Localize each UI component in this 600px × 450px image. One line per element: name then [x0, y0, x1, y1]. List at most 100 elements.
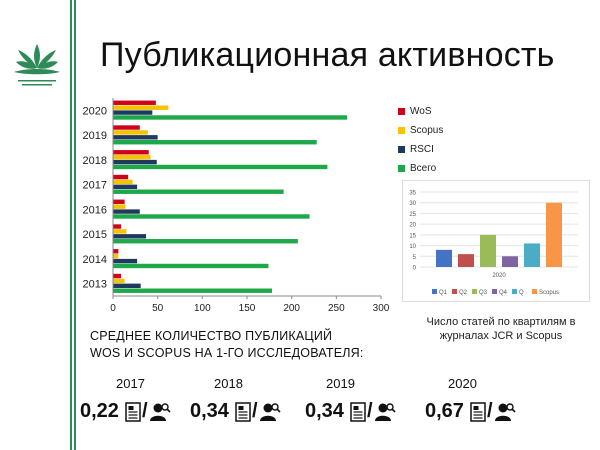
bar-2013-rsci [113, 283, 141, 289]
bar-2015-всего [113, 239, 298, 244]
sidebar-line [70, 0, 72, 450]
y-tick-label: 35 [409, 191, 416, 197]
metric-2017: 0,22 / [80, 400, 171, 423]
x-tick-label: 250 [328, 303, 345, 314]
y-tick-label: 25 [409, 212, 416, 218]
researcher-icon [494, 402, 516, 421]
legend-label: Q2 [459, 290, 468, 296]
category-label: 2019 [83, 130, 107, 142]
metric-value: 0,34 [190, 400, 229, 422]
quartile-bar-chart: 0 5 10 15 20 25 30 35 2020 Q1 Q2 Q3 Q4 Q Scopus [402, 180, 590, 302]
legend-item-scopus: Scopus [398, 121, 443, 140]
legend-swatch [472, 289, 477, 294]
legend-item-wos: WoS [398, 102, 443, 121]
bar-2018-wos [113, 150, 149, 155]
bar-2016-всего [113, 214, 310, 219]
bar-q3 [480, 234, 496, 267]
bar-2014-всего [113, 263, 269, 269]
y-tick-label: 5 [413, 255, 417, 261]
legend-swatch [452, 289, 457, 294]
metric-value: 0,67 [425, 400, 464, 422]
researcher-icon [149, 402, 171, 421]
slash-separator: / [141, 400, 148, 422]
category-label: 2015 [83, 229, 107, 241]
researcher-icon [374, 402, 396, 421]
x-tick-label: 50 [152, 303, 164, 314]
page-title: Публикационная активность [100, 36, 555, 74]
legend-swatch [532, 289, 537, 294]
metric-value: 0,22 [80, 400, 119, 422]
metric-2018: 0,34 / [190, 400, 281, 423]
bar-2016-scopus [113, 204, 126, 209]
y-tick-label: 0 [413, 266, 417, 272]
bar-2019-всего [113, 140, 317, 145]
year-label-2017: 2017 [116, 376, 145, 391]
average-heading: СРЕДНЕЕ КОЛИЧЕСТВО ПУБЛИКАЦИЙ WOS И SCOP… [90, 328, 410, 362]
y-tick-label: 20 [409, 223, 416, 229]
bar-2018-всего [113, 164, 328, 170]
publication-bar-chart: 2020 2019 2018 2017 2016 2015 2014 2013 0 50 100 15… [83, 98, 390, 314]
legend-label: Q4 [499, 290, 508, 296]
bar-2017-scopus [113, 179, 133, 185]
year-label-2018: 2018 [214, 376, 243, 391]
caption-line: Число статей по квартилям в [426, 316, 576, 328]
bar-q2 [458, 254, 474, 267]
category-label: 2017 [83, 180, 107, 192]
metric-icons: / [235, 400, 281, 423]
bar-2020-scopus [113, 105, 169, 110]
document-icon [125, 401, 141, 422]
bar-scopus [546, 202, 562, 267]
category-label: 2020 [83, 105, 107, 117]
legend-swatch [398, 127, 405, 134]
bar-2013-wos [113, 273, 122, 279]
bar-2017-rsci [113, 184, 138, 190]
metric-icons: / [470, 400, 516, 423]
x-tick-label: 150 [239, 303, 256, 314]
document-icon [470, 401, 486, 422]
bar-2019-rsci [113, 135, 158, 140]
x-tick-label: 200 [283, 303, 300, 314]
x-tick-label: 300 [373, 303, 390, 314]
legend-swatch [432, 289, 437, 294]
quartile-chart-caption: Число статей по квартилям в журналах JCR… [412, 315, 590, 343]
bar-2013-всего [113, 288, 273, 293]
metric-icons: / [125, 400, 171, 423]
legend-swatch [512, 289, 517, 294]
metric-icons: / [350, 400, 396, 423]
bar-2015-scopus [113, 229, 127, 234]
category-label: 2013 [83, 279, 107, 291]
year-label-2020: 2020 [448, 376, 477, 391]
year-label-2019: 2019 [326, 376, 355, 391]
y-tick-label: 10 [409, 244, 416, 250]
legend-swatch [492, 289, 497, 294]
bar-q4 [502, 256, 518, 267]
slash-separator: / [366, 400, 373, 422]
chart-frame [402, 180, 590, 302]
x-tick-label: 0 [110, 303, 116, 314]
bar-2013-scopus [113, 278, 125, 284]
category-label: 2014 [83, 254, 107, 266]
bar-2014-rsci [113, 258, 138, 264]
legend-label: WoS [410, 106, 432, 117]
legend-label: Всего [410, 163, 437, 174]
bar-2020-rsci [113, 110, 153, 115]
sidebar-line [74, 0, 76, 450]
y-tick-label: 15 [409, 233, 416, 239]
metric-value: 0,34 [305, 400, 344, 422]
metric-2020: 0,67 / [425, 400, 516, 423]
legend-label: Q3 [479, 290, 488, 296]
bar-2016-wos [113, 199, 125, 204]
caption-line: журналах JCR и Scopus [439, 330, 563, 342]
legend-label: Scopus [539, 290, 559, 296]
x-tick-label: 100 [194, 303, 211, 314]
heading-line: СРЕДНЕЕ КОЛИЧЕСТВО ПУБЛИКАЦИЙ [90, 329, 333, 343]
bar-2017-wos [113, 174, 129, 180]
lotus-logo-icon [6, 38, 68, 100]
legend-label: Scopus [410, 125, 444, 136]
legend-item-rsci: RSCI [398, 140, 443, 159]
category-label: 2018 [83, 155, 107, 167]
slash-separator: / [486, 400, 493, 422]
bar-2017-всего [113, 189, 284, 194]
document-icon [350, 401, 366, 422]
researcher-icon [259, 402, 281, 421]
